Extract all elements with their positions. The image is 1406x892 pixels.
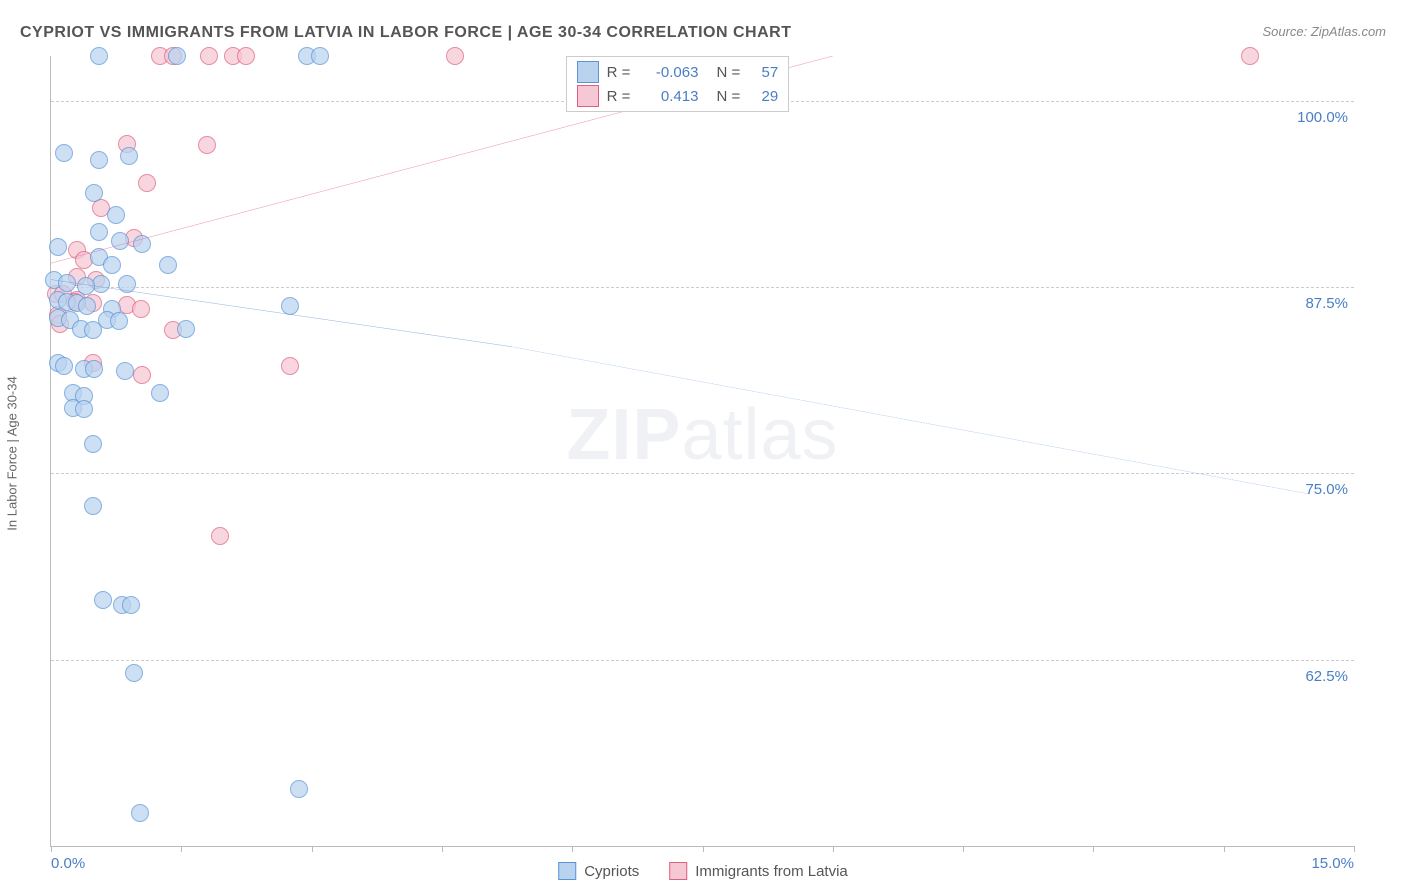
x-tick	[963, 846, 964, 852]
y-axis-label: In Labor Force | Age 30-34	[5, 376, 20, 530]
x-tick	[181, 846, 182, 852]
swatch-icon	[577, 61, 599, 83]
legend-label: Immigrants from Latvia	[695, 863, 848, 880]
chart-container: CYPRIOT VS IMMIGRANTS FROM LATVIA IN LAB…	[0, 0, 1406, 892]
x-tick	[1093, 846, 1094, 852]
swatch-icon	[669, 862, 687, 880]
stat-N: 57	[748, 64, 778, 81]
legend-label: Cypriots	[584, 863, 639, 880]
x-tick	[442, 846, 443, 852]
stat-R: 0.413	[638, 88, 698, 105]
x-max-label: 15.0%	[1311, 855, 1354, 872]
stat-N: 29	[748, 88, 778, 105]
legend: Cypriots Immigrants from Latvia	[558, 862, 848, 880]
stats-row: R =-0.063 N =57	[577, 61, 779, 83]
stat-R: -0.063	[638, 64, 698, 81]
x-tick	[572, 846, 573, 852]
x-tick	[703, 846, 704, 852]
x-tick	[833, 846, 834, 852]
legend-item-cypriots: Cypriots	[558, 862, 639, 880]
chart-title: CYPRIOT VS IMMIGRANTS FROM LATVIA IN LAB…	[20, 24, 792, 42]
plot-area: ZIPatlas 62.5%75.0%87.5%100.0%0.0%15.0%R…	[50, 56, 1354, 847]
swatch-icon	[577, 85, 599, 107]
x-tick	[1354, 846, 1355, 852]
x-min-label: 0.0%	[51, 855, 85, 872]
x-tick	[312, 846, 313, 852]
trend-overlay	[51, 56, 1354, 846]
swatch-icon	[558, 862, 576, 880]
source-label: Source: ZipAtlas.com	[1262, 24, 1386, 39]
legend-item-latvia: Immigrants from Latvia	[669, 862, 848, 880]
x-tick	[51, 846, 52, 852]
stats-box: R =-0.063 N =57R =0.413 N =29	[566, 56, 790, 112]
stats-row: R =0.413 N =29	[577, 85, 779, 107]
x-tick	[1224, 846, 1225, 852]
